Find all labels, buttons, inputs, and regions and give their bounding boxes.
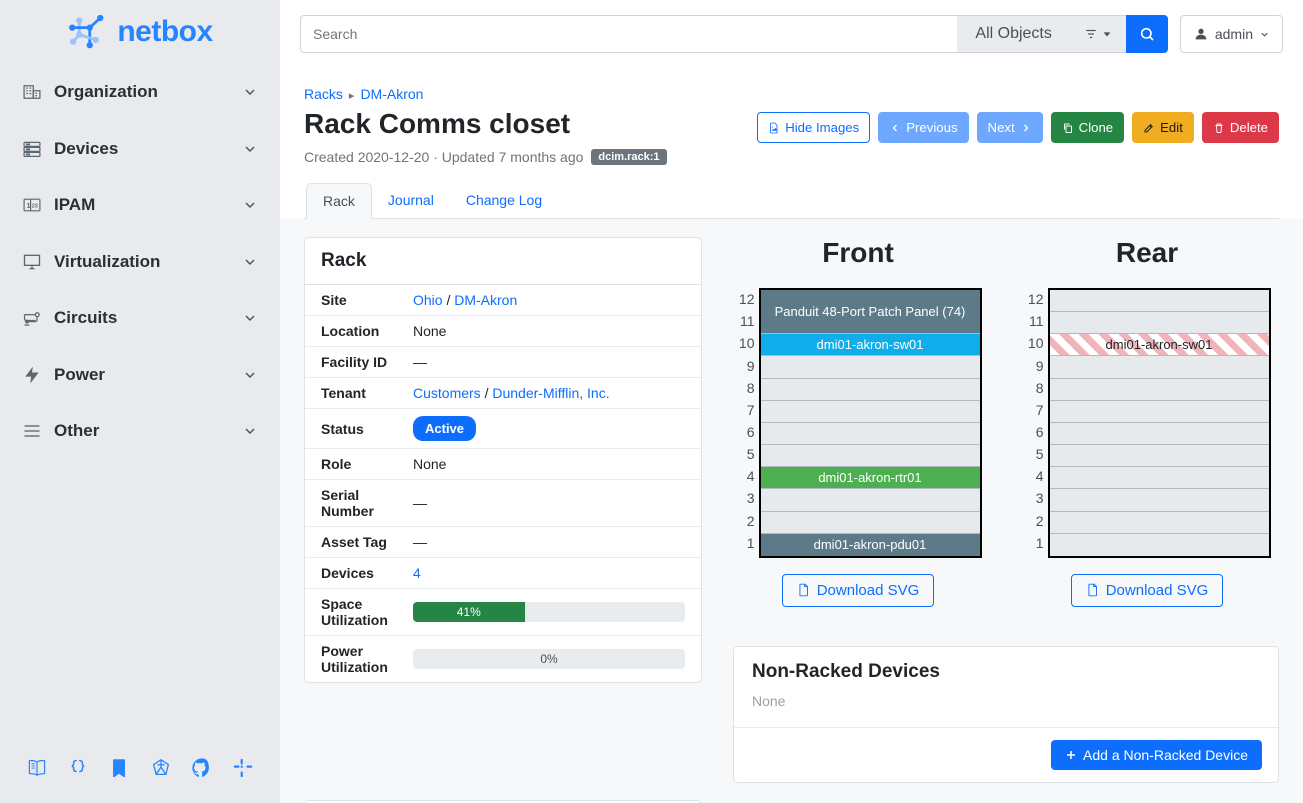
svg-text:23: 23 [32,204,38,210]
svg-text:1: 1 [27,202,31,210]
